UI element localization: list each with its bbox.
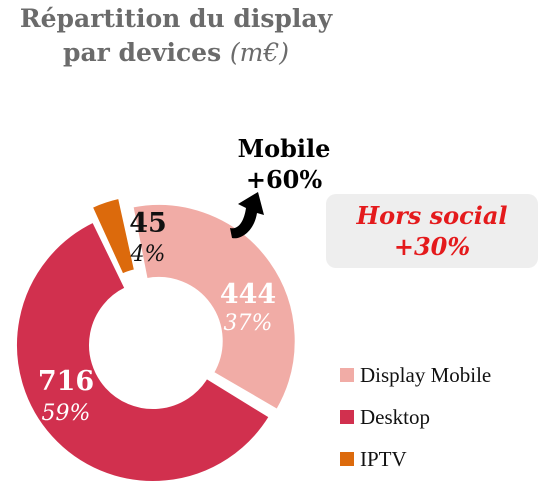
- legend-item-iptv: IPTV: [340, 438, 550, 480]
- hors-social-value: +30%: [393, 232, 471, 261]
- hors-social-box: Hors social +30%: [326, 194, 538, 268]
- value-label-display-mobile: 444: [220, 279, 276, 310]
- callout-label: Mobile: [237, 134, 331, 163]
- slice-display-mobile: [131, 202, 297, 412]
- slice-desktop: [14, 220, 272, 483]
- legend-label: Desktop: [360, 404, 430, 429]
- growth-arrow-icon: [230, 192, 264, 239]
- callout-value: +60%: [245, 165, 323, 194]
- percent-label-display-mobile: 37%: [224, 311, 273, 336]
- title-line-1: Répartition du display: [19, 4, 333, 33]
- legend-label: Display Mobile: [360, 362, 492, 387]
- legend-label: IPTV: [360, 446, 407, 471]
- percent-label-desktop: 59%: [42, 401, 91, 426]
- value-label-iptv: 45: [129, 208, 167, 239]
- legend-item-desktop: Desktop: [340, 396, 550, 438]
- title-unit: (m€): [229, 38, 289, 67]
- slice-iptv: [90, 196, 137, 276]
- percent-label-iptv: 4%: [130, 242, 166, 267]
- chart-title: Répartition du display par devices (m€): [6, 2, 346, 70]
- chart-legend: Display Mobile Desktop IPTV: [340, 354, 550, 480]
- legend-swatch: [340, 368, 354, 382]
- value-label-desktop: 716: [38, 366, 94, 397]
- legend-item-display-mobile: Display Mobile: [340, 354, 550, 396]
- legend-swatch: [340, 452, 354, 466]
- donut-slices: [14, 196, 297, 483]
- mobile-growth-callout: Mobile +60%: [225, 133, 343, 195]
- legend-swatch: [340, 410, 354, 424]
- title-main: par devices: [62, 38, 222, 67]
- hors-social-label: Hors social: [356, 201, 508, 230]
- title-line-2: par devices (m€): [6, 36, 346, 70]
